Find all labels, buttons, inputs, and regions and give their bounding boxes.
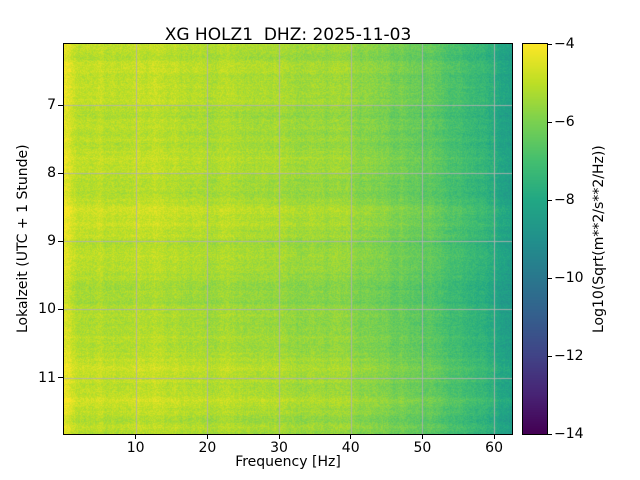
colorbar-label: Log10(Sqrt(m**2/s**2/Hz)) <box>591 145 607 333</box>
colorbar-tick-mark <box>548 43 552 45</box>
colorbar-tick-label: −6 <box>554 114 575 130</box>
x-tick-mark <box>278 435 280 439</box>
y-tick-label: 8 <box>47 165 56 182</box>
colorbar-tick-label: −4 <box>554 36 575 52</box>
y-tick-mark <box>58 377 63 378</box>
x-tick-label: 40 <box>341 440 360 456</box>
colorbar-tick-mark <box>548 355 552 357</box>
x-tick-label: 50 <box>413 440 432 456</box>
colorbar-tick-mark <box>548 277 552 279</box>
colorbar-tick-label: −14 <box>554 426 584 442</box>
y-tick-label: 11 <box>38 369 56 386</box>
chart-title: XG HOLZ1 DHZ: 2025-11-03 <box>164 25 412 45</box>
x-tick-label: 10 <box>126 440 145 456</box>
x-tick-mark <box>206 435 208 439</box>
colorbar-tick-mark <box>548 121 552 123</box>
x-tick-mark <box>350 435 352 439</box>
y-tick-label: 9 <box>47 233 56 250</box>
y-tick-mark <box>58 172 63 174</box>
colorbar-tick-label: −10 <box>554 270 584 286</box>
y-tick-mark <box>58 240 63 242</box>
y-tick-label: 10 <box>38 301 56 318</box>
x-tick-label: 30 <box>270 440 288 456</box>
colorbar-tick-label: −8 <box>554 192 575 208</box>
colorbar-tick-mark <box>548 433 552 435</box>
colorbar-gradient <box>523 44 547 434</box>
x-tick-mark <box>135 435 137 439</box>
spectrogram-image <box>64 44 512 434</box>
x-tick-mark <box>421 435 423 439</box>
x-tick-label: 60 <box>485 440 503 456</box>
colorbar-tick-mark <box>548 199 552 201</box>
y-tick-mark <box>58 104 63 106</box>
x-tick-label: 20 <box>198 440 217 456</box>
y-tick-mark <box>58 308 63 310</box>
y-tick-label: 7 <box>47 97 56 114</box>
x-axis-label: Frequency [Hz] <box>235 454 341 470</box>
colorbar-tick-label: −12 <box>554 348 584 364</box>
x-tick-mark <box>493 435 495 439</box>
